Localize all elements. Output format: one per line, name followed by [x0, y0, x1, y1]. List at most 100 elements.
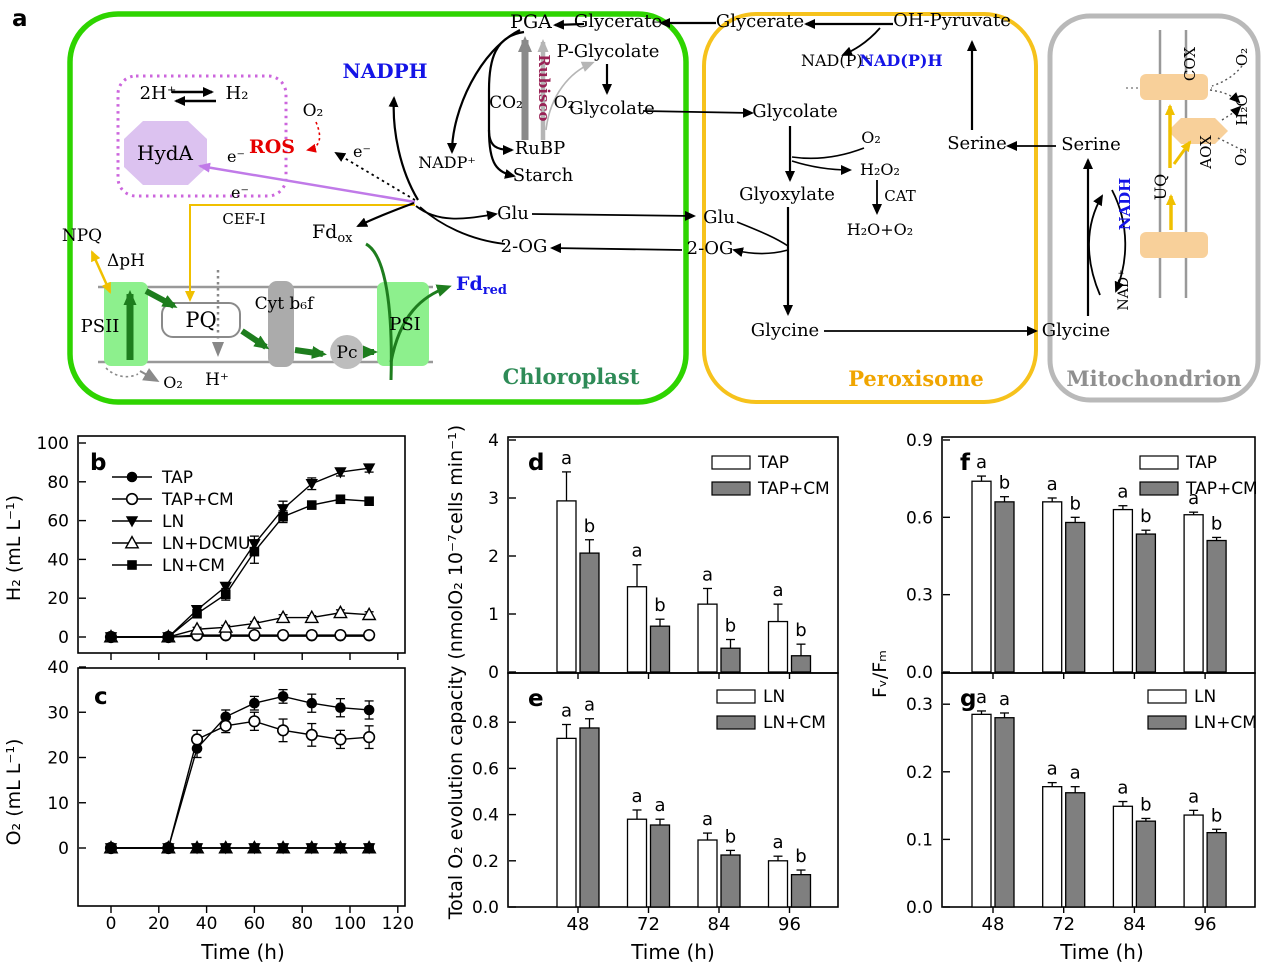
chloroplast-arrow-paths	[90, 18, 754, 382]
data-point-marker	[249, 546, 260, 557]
legend-swatch	[711, 455, 751, 470]
panel-label-a: a	[12, 6, 28, 32]
label-nadph-per: NAD(P)H	[859, 51, 942, 70]
label-2og-chl: 2-OG	[501, 236, 548, 257]
label-glycerate-per: Glycerate	[716, 11, 804, 32]
significance-letter: a	[561, 701, 572, 722]
y-tick-label: 0.9	[906, 431, 933, 451]
label-o2-psii: O₂	[163, 373, 183, 392]
y-tick-label: 20	[47, 749, 69, 769]
bar	[1183, 814, 1204, 908]
x-tick-label: 80	[291, 914, 313, 934]
significance-letter: b	[725, 616, 736, 637]
y-tick-label: 0	[58, 628, 69, 648]
legend-label: TAP+CM	[161, 490, 234, 510]
label-h2o-o2: H₂O+O₂	[847, 220, 913, 239]
data-point-marker	[220, 843, 231, 853]
label-serine-mito: Serine	[1061, 134, 1121, 155]
label-h2o2: H₂O₂	[860, 160, 900, 179]
bar	[971, 480, 992, 673]
bar	[1135, 820, 1157, 908]
label-2og-per: 2-OG	[687, 238, 734, 259]
panel-label-f: f	[960, 450, 971, 476]
label-o2-per: O₂	[861, 128, 881, 147]
series-line	[111, 720, 370, 849]
label-cytb6f: Cyt b₆f	[255, 294, 316, 314]
bar	[790, 874, 812, 908]
data-point-marker	[364, 843, 374, 853]
y-tick-label: 2	[488, 547, 499, 567]
data-point-marker	[106, 843, 116, 853]
data-point-marker	[192, 608, 202, 619]
significance-letter: a	[631, 786, 642, 807]
significance-letter: a	[1117, 482, 1128, 503]
significance-letter: a	[1188, 488, 1199, 509]
data-point-marker	[127, 560, 137, 570]
label-hyda: HydA	[137, 141, 194, 165]
category-label: 72	[1052, 914, 1075, 935]
data-point-marker	[163, 632, 174, 642]
significance-letter: b	[1211, 513, 1222, 534]
significance-letter: a	[1117, 778, 1128, 799]
label-glycerate-chl: Glycerate	[574, 11, 662, 32]
bar	[649, 824, 671, 908]
label-glu-per: Glu	[703, 207, 735, 228]
label-nadp-per: NAD(P)⁺	[801, 51, 871, 70]
label-npq: NPQ	[62, 226, 102, 246]
legend-label: LN+CM	[763, 713, 826, 733]
significance-letter: a	[976, 687, 987, 708]
y-tick-label: 100	[37, 434, 69, 454]
data-point-marker	[304, 609, 320, 624]
label-2h-plus: 2H⁺	[140, 83, 177, 104]
data-point-marker	[276, 628, 290, 642]
label-glycine-per: Glycine	[751, 320, 819, 341]
significance-letter: a	[654, 795, 665, 816]
data-point-marker	[275, 609, 291, 624]
data-point-marker	[335, 843, 346, 853]
y-tick-label: 0.3	[906, 695, 933, 715]
significance-letter: a	[1070, 763, 1081, 784]
data-point-marker	[220, 589, 231, 600]
label-p-glycolate: P-Glycolate	[557, 41, 660, 62]
significance-letter: a	[702, 809, 713, 830]
data-point-marker	[277, 691, 289, 702]
label-uq: UQ	[1151, 174, 1170, 201]
y-axis-label: Total O₂ evolution capacity (nmolO₂ 10⁻⁷…	[445, 425, 467, 920]
category-label: 84	[708, 914, 731, 935]
label-pq: PQ	[185, 308, 216, 332]
bar	[626, 818, 648, 908]
axis-frame	[507, 672, 839, 908]
pq-pool	[161, 302, 241, 338]
bar	[556, 737, 577, 908]
data-point-marker	[305, 728, 318, 741]
significance-letter: b	[999, 473, 1010, 494]
label-h2: H₂	[226, 83, 249, 104]
data-point-marker	[363, 731, 376, 744]
bar	[1042, 786, 1063, 908]
series-line	[111, 612, 370, 638]
significance-letter: a	[772, 832, 783, 853]
label-glycolate-per: Glycolate	[752, 101, 838, 122]
significance-letter: a	[1188, 786, 1199, 807]
y-tick-label: 0.6	[472, 759, 499, 779]
bar	[1112, 508, 1134, 673]
legend-label: TAP+CM	[757, 479, 830, 499]
legend-label: LN+DCMU	[162, 534, 251, 554]
data-point-marker	[219, 581, 232, 593]
data-point-marker	[363, 704, 375, 716]
bar	[767, 860, 789, 908]
significance-letter: a	[1047, 759, 1058, 780]
label-electron-3: e⁻	[231, 183, 249, 202]
panel-label-d: d	[528, 450, 544, 476]
label-nadh: NADH	[1116, 178, 1134, 231]
bar	[1206, 831, 1227, 908]
legend-swatch	[1147, 689, 1187, 704]
category-label: 72	[637, 914, 660, 935]
x-axis-label: Time (h)	[630, 940, 715, 964]
panel-label-e: e	[528, 686, 544, 712]
label-dph: ΔpH	[107, 251, 145, 271]
legend-label: LN	[1194, 687, 1216, 707]
